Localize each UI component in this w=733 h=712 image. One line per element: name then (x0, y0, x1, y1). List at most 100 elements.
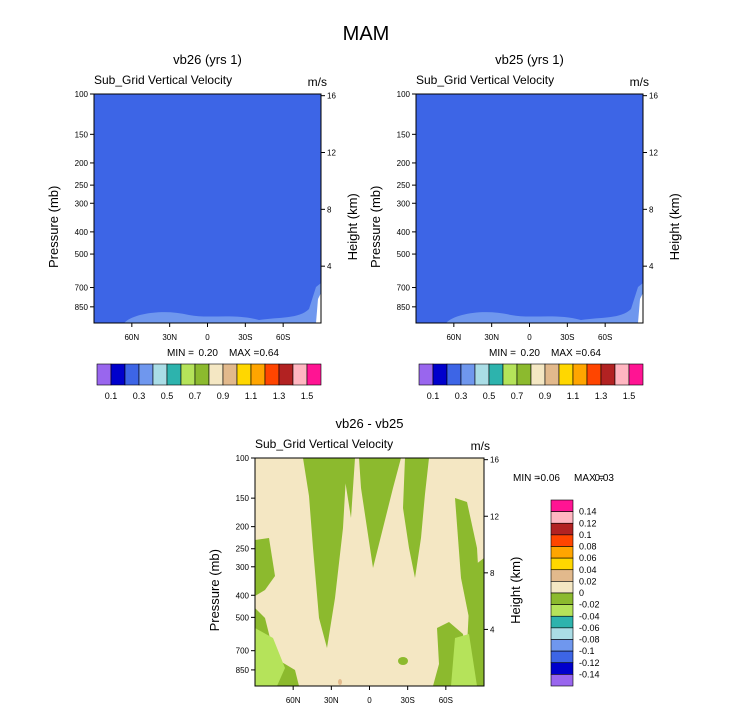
max-label: MAX = (574, 473, 604, 484)
colorbar-swatch (264, 363, 280, 386)
units-label: m/s (308, 75, 327, 89)
colorbar-swatch (516, 363, 532, 386)
pressure-tick-label: 150 (397, 130, 411, 139)
height-tick-label: 4 (649, 262, 654, 271)
pressure-tick-label: 300 (75, 199, 89, 208)
colorbar-swatch (550, 650, 574, 664)
colorbar-swatch (194, 363, 210, 386)
height-tick-label: 8 (490, 569, 495, 578)
pressure-tick-label: 700 (397, 284, 411, 293)
min-label: MIN = (513, 473, 540, 484)
figure-title: MAM (343, 23, 390, 45)
pressure-tick-label: 700 (75, 284, 89, 293)
colorbar-swatch (180, 363, 196, 386)
colorbar-label: 0.12 (579, 518, 597, 528)
field-green-contour-3 (403, 458, 429, 578)
colorbar-swatch (460, 363, 476, 386)
height-tick-label: 12 (490, 512, 499, 521)
colorbar-swatch (138, 363, 154, 386)
pressure-tick-label: 150 (75, 130, 89, 139)
min-label: MIN = (167, 348, 194, 359)
colorbar-label: -0.12 (579, 658, 600, 668)
colorbar-label: -0.14 (579, 669, 600, 679)
min-value: 0.20 (521, 348, 541, 359)
colorbar-label: 0.06 (579, 553, 597, 563)
field-lightgreen-contour-0 (255, 628, 285, 686)
field-green-contour-2 (359, 458, 401, 568)
height-axis-title: Height (km) (667, 193, 682, 260)
pressure-axis-title: Pressure (mb) (46, 186, 61, 268)
height-tick-label: 12 (649, 149, 658, 158)
panel-2: vb25 (yrs 1) Sub_Grid Vertical Velocity m/… (368, 52, 682, 401)
colorbar-swatch (628, 363, 644, 386)
pressure-tick-label: 200 (397, 159, 411, 168)
colorbar-label: 0.04 (579, 565, 597, 575)
colorbar-label: -0.08 (579, 635, 600, 645)
max-label: MAX = (229, 348, 259, 359)
pressure-axis-title: Pressure (mb) (207, 549, 222, 631)
colorbar-swatch (550, 511, 574, 524)
colorbar-swatch (418, 363, 434, 386)
colorbar-swatch (586, 363, 602, 386)
colorbar-swatch (614, 363, 630, 386)
colorbar-swatch (124, 363, 140, 386)
colorbar-label: -0.06 (579, 623, 600, 633)
colorbar-label: 0.9 (217, 391, 230, 401)
colorbar-label: 0.02 (579, 576, 597, 586)
height-tick-label: 12 (327, 149, 336, 158)
colorbar-swatch (306, 363, 322, 386)
colorbar-label: 0.7 (189, 391, 202, 401)
colorbar-swatch (572, 363, 588, 386)
lat-tick-label: 30N (324, 696, 339, 705)
colorbar-label: -0.04 (579, 611, 600, 621)
pressure-tick-label: 500 (236, 613, 250, 622)
colorbar-swatch (432, 363, 448, 386)
pressure-tick-label: 700 (236, 647, 250, 656)
colorbar-swatch (278, 363, 294, 386)
colorbar-swatch (600, 363, 616, 386)
pressure-tick-label: 100 (75, 90, 89, 99)
field-white-contour (316, 293, 321, 323)
pressure-axis-title: Pressure (mb) (368, 186, 383, 268)
colorbar-swatch (550, 581, 574, 594)
colorbar-swatch (446, 363, 462, 386)
height-tick-label: 8 (327, 205, 332, 214)
colorbar-label: -0.02 (579, 600, 600, 610)
max-value: 0.03 (595, 473, 615, 484)
panels-layer: vb26 (yrs 1) Sub_Grid Vertical Velocity m/… (46, 52, 682, 705)
height-axis-title: Height (km) (345, 193, 360, 260)
pressure-tick-label: 400 (236, 591, 250, 600)
height-tick-label: 8 (649, 205, 654, 214)
colorbar-swatch (488, 363, 504, 386)
field-white-contour (638, 293, 643, 323)
colorbar-swatch (550, 534, 574, 547)
colorbar-swatch (550, 522, 574, 536)
pressure-tick-label: 200 (236, 523, 250, 532)
colorbar-label: 1.1 (567, 391, 580, 401)
colorbar-swatch (550, 557, 574, 571)
height-tick-label: 16 (327, 92, 336, 101)
lat-tick-label: 30S (238, 333, 252, 342)
colorbar-swatch (550, 604, 574, 617)
colorbar: 0.140.12 0.1 0.080.06 0.040.02 0 -0.02-0.04 -0… (550, 499, 600, 687)
pressure-tick-label: 250 (397, 181, 411, 190)
lat-tick-label: 60N (124, 333, 139, 342)
colorbar-swatch (530, 363, 546, 386)
units-label: m/s (471, 439, 490, 453)
units-label: m/s (630, 75, 649, 89)
pressure-tick-label: 100 (236, 454, 250, 463)
colorbar-swatch (166, 363, 182, 386)
pressure-tick-label: 150 (236, 494, 250, 503)
lat-tick-label: 30S (560, 333, 574, 342)
panel-title: vb26 (yrs 1) (173, 52, 242, 67)
colorbar-swatch (550, 639, 574, 652)
field-green-contour-1 (333, 458, 355, 518)
colorbar-label: 1.1 (245, 391, 258, 401)
max-label: MAX = (551, 348, 581, 359)
lat-tick-label: 60S (439, 696, 453, 705)
colorbar-swatch (152, 363, 168, 386)
field-green-blob (398, 657, 408, 665)
height-tick-label: 16 (490, 456, 499, 465)
colorbar-swatch (550, 569, 574, 582)
field-fill (94, 94, 321, 323)
